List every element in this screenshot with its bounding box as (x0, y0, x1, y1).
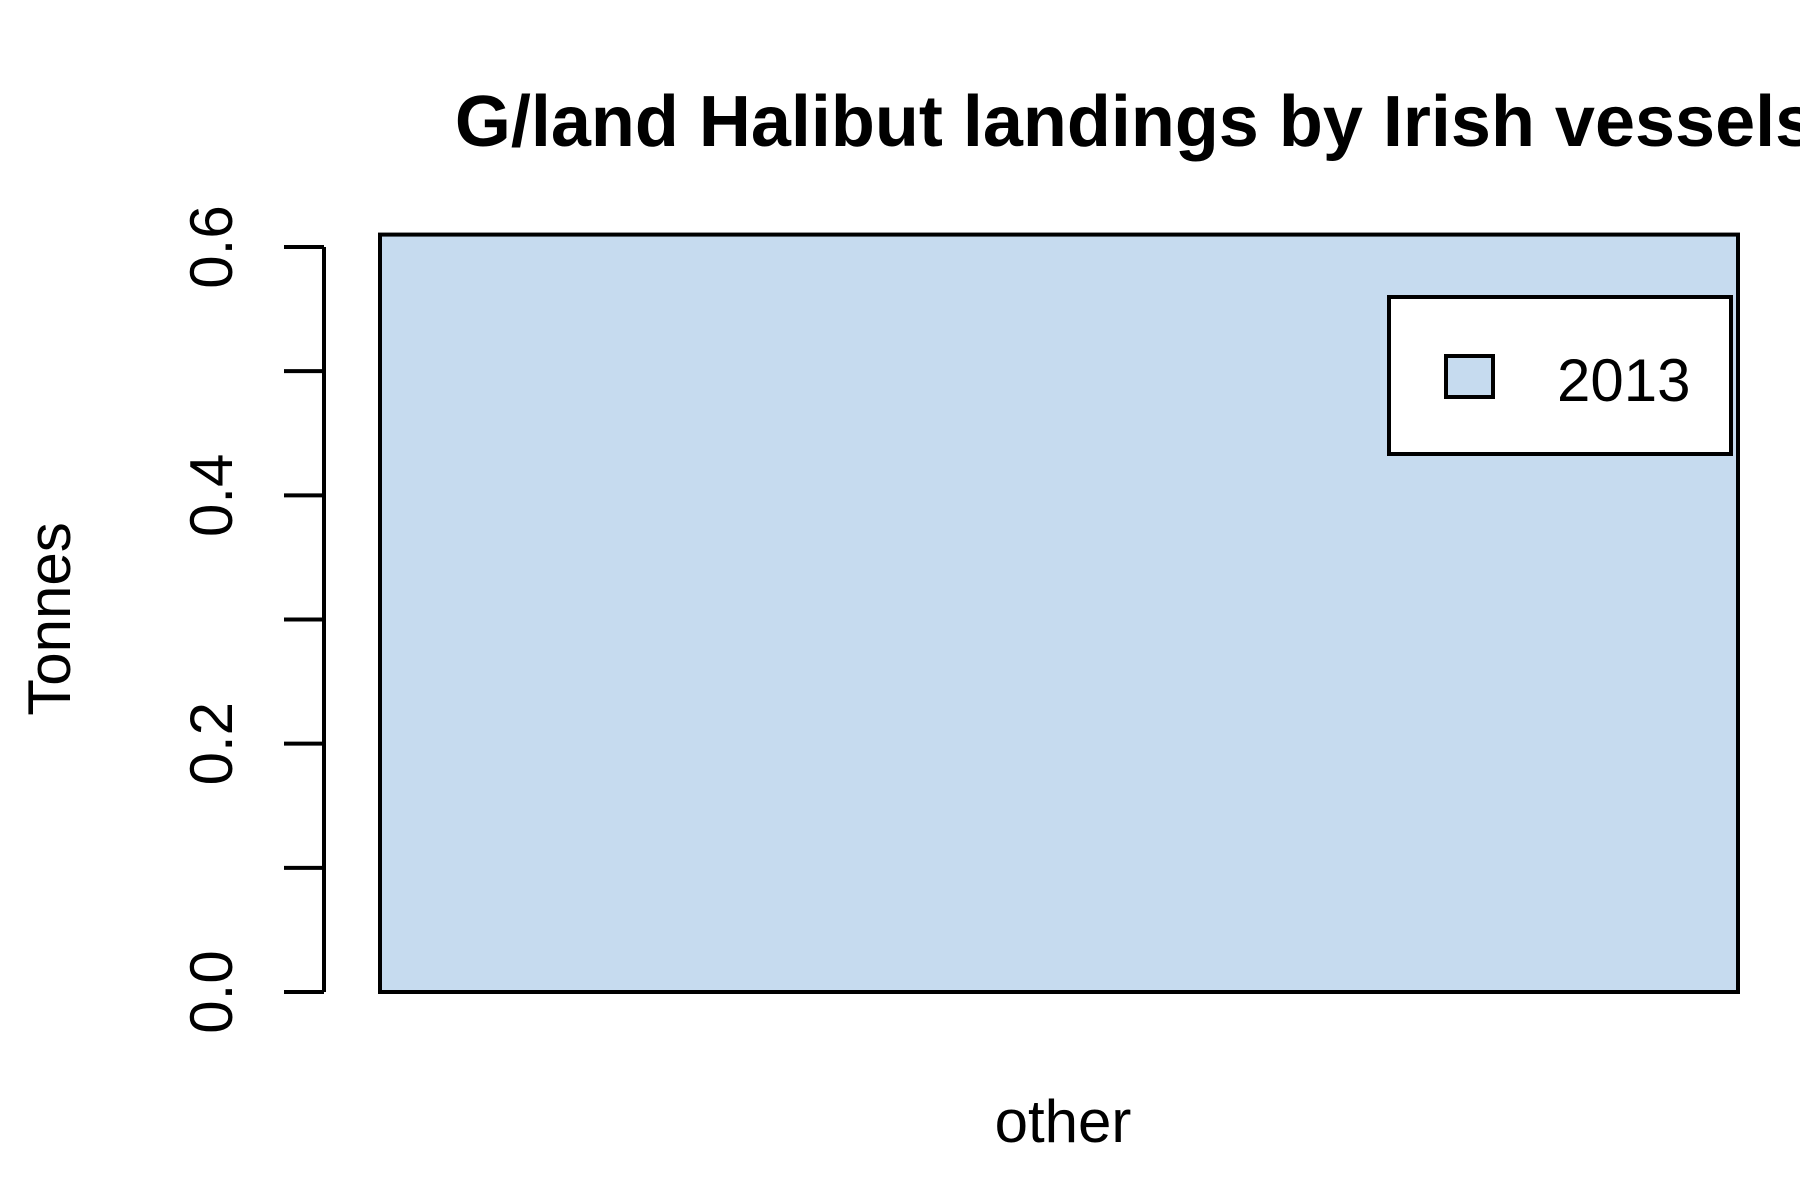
legend: 2013 (1387, 295, 1733, 456)
legend-label-2013: 2013 (1557, 347, 1690, 414)
x-tick-label-other: other (995, 1088, 1132, 1155)
x-tick-labels-group: other (995, 1088, 1132, 1155)
y-tick-label-4: 0.4 (178, 454, 245, 537)
legend-swatch (1444, 354, 1495, 399)
y-tick-label-6: 0.6 (178, 205, 245, 288)
y-ticks-group: 0.0 0.2 0.4 0.6 (178, 205, 324, 1034)
y-tick-label-2: 0.2 (178, 702, 245, 785)
y-axis-label: Tonnes (16, 522, 83, 715)
chart-title: G/land Halibut landings by Irish vessels (455, 82, 1800, 162)
legend-box (1387, 295, 1733, 456)
y-tick-label-0: 0.0 (178, 950, 245, 1033)
